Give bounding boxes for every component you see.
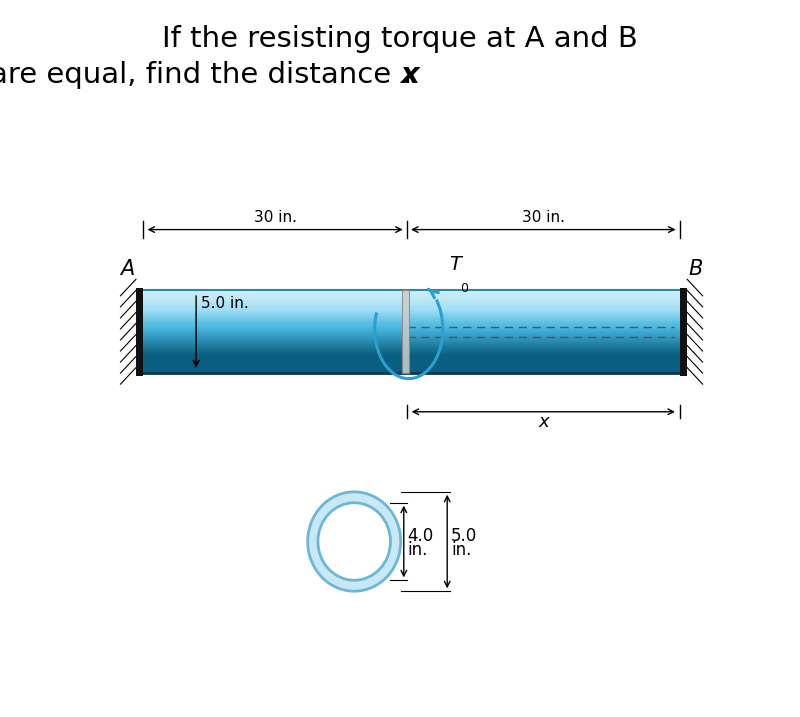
Bar bbox=[143, 317, 680, 319]
Text: .: . bbox=[402, 61, 412, 89]
Bar bbox=[143, 298, 680, 300]
Bar bbox=[143, 309, 680, 311]
Bar bbox=[143, 351, 680, 353]
Bar bbox=[143, 346, 680, 348]
Text: x: x bbox=[400, 61, 418, 89]
Ellipse shape bbox=[318, 503, 390, 580]
Text: 30 in.: 30 in. bbox=[254, 210, 297, 225]
Text: T: T bbox=[449, 255, 461, 274]
Bar bbox=[143, 365, 680, 367]
Bar bbox=[143, 313, 680, 315]
Bar bbox=[143, 353, 680, 354]
Bar bbox=[143, 338, 680, 340]
Bar bbox=[143, 305, 680, 307]
Text: If the resisting torque at A and B: If the resisting torque at A and B bbox=[162, 25, 638, 53]
Text: A: A bbox=[121, 260, 134, 279]
Bar bbox=[143, 348, 680, 351]
Bar bbox=[143, 354, 680, 356]
Bar bbox=[143, 297, 680, 298]
Bar bbox=[143, 369, 680, 371]
Bar bbox=[143, 307, 680, 309]
Bar bbox=[143, 300, 680, 303]
Bar bbox=[143, 303, 680, 305]
Bar bbox=[143, 293, 680, 295]
Text: 0: 0 bbox=[460, 282, 468, 295]
Bar bbox=[143, 371, 680, 373]
Text: x: x bbox=[538, 414, 549, 432]
Text: B: B bbox=[688, 260, 702, 279]
Bar bbox=[143, 330, 680, 332]
Bar bbox=[402, 290, 410, 373]
Bar bbox=[143, 367, 680, 369]
Bar bbox=[143, 311, 680, 313]
Ellipse shape bbox=[308, 492, 401, 592]
Bar bbox=[143, 321, 680, 323]
Bar bbox=[143, 290, 680, 293]
Bar bbox=[143, 363, 680, 365]
Bar bbox=[143, 336, 680, 338]
Bar bbox=[143, 342, 680, 344]
Bar bbox=[143, 334, 680, 336]
Bar bbox=[143, 332, 680, 334]
Bar bbox=[143, 356, 680, 358]
Bar bbox=[143, 344, 680, 346]
Text: are equal, find the distance: are equal, find the distance bbox=[0, 61, 400, 89]
Text: 5.0: 5.0 bbox=[451, 527, 477, 545]
Bar bbox=[143, 358, 680, 361]
Text: in.: in. bbox=[451, 541, 471, 559]
Text: 30 in.: 30 in. bbox=[522, 210, 565, 225]
Text: in.: in. bbox=[407, 541, 428, 559]
Bar bbox=[680, 288, 687, 376]
Bar bbox=[143, 315, 680, 317]
Bar bbox=[143, 323, 680, 326]
Bar bbox=[143, 361, 680, 363]
Bar bbox=[143, 326, 680, 328]
Text: 4.0: 4.0 bbox=[407, 527, 434, 545]
Bar bbox=[143, 328, 680, 330]
Bar bbox=[143, 295, 680, 297]
Bar bbox=[136, 288, 143, 376]
Bar bbox=[143, 340, 680, 342]
Bar bbox=[143, 319, 680, 321]
Text: 5.0 in.: 5.0 in. bbox=[201, 296, 249, 311]
